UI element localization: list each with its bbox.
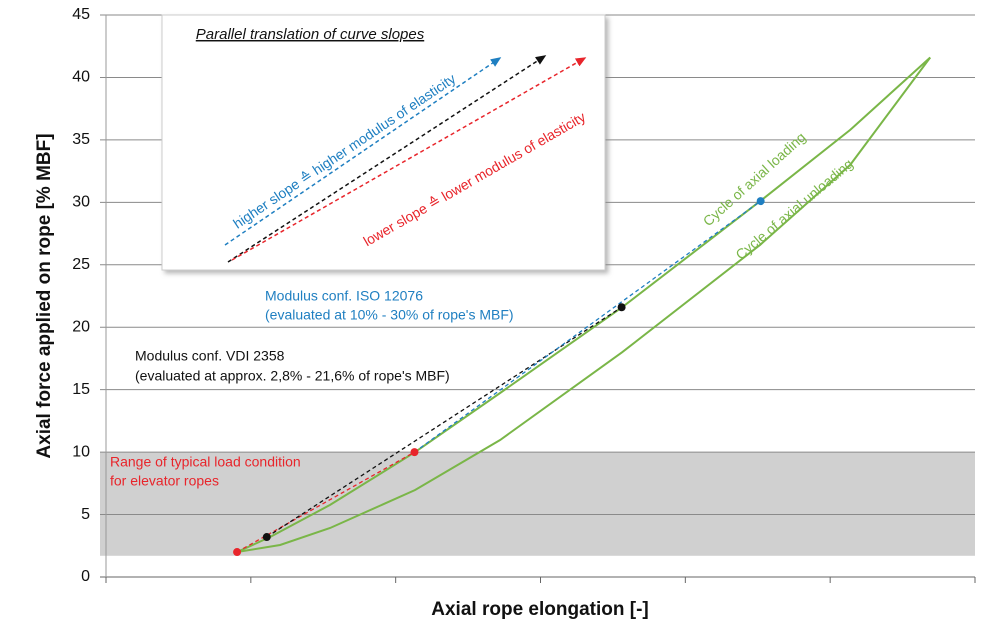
y-tick-label: 25 xyxy=(72,256,90,273)
inset-background xyxy=(161,14,606,271)
measurement-point xyxy=(233,548,242,557)
annotation: Modulus conf. ISO 12076 xyxy=(265,288,423,304)
inset-arrow xyxy=(231,57,587,261)
y-tick-label: 20 xyxy=(72,318,90,335)
load-range-band xyxy=(100,452,975,556)
y-tick-label: 30 xyxy=(72,194,90,211)
annotation: for elevator ropes xyxy=(110,473,219,489)
y-tick-label: 10 xyxy=(72,443,90,460)
annotation: (evaluated at approx. 2,8% - 21,6% of ro… xyxy=(135,368,450,384)
y-tick-label: 40 xyxy=(72,69,90,86)
measurement-point xyxy=(756,197,765,206)
inset-title: Parallel translation of curve slopes xyxy=(196,26,425,43)
slope-line xyxy=(414,200,761,453)
y-axis-label: Axial force applied on rope [% MBF] xyxy=(34,133,55,458)
annotation: Modulus conf. VDI 2358 xyxy=(135,348,285,364)
measurement-point xyxy=(262,533,271,542)
measurement-point xyxy=(410,448,419,457)
annotation: (evaluated at 10% - 30% of rope's MBF) xyxy=(265,307,514,323)
annotation: Range of typical load condition xyxy=(110,454,301,470)
y-tick-label: 45 xyxy=(72,6,90,23)
x-axis-label: Axial rope elongation [-] xyxy=(431,599,648,620)
curve xyxy=(236,56,932,553)
slope-line xyxy=(236,451,415,553)
inset-box: Parallel translation of curve slopes hig… xyxy=(161,14,606,271)
curve xyxy=(236,56,931,553)
y-tick-label: 0 xyxy=(81,568,90,585)
y-tick-label: 15 xyxy=(72,381,90,398)
y-tick-label: 35 xyxy=(72,131,90,148)
y-tick-label: 5 xyxy=(81,506,90,523)
inset-arrow xyxy=(227,55,547,263)
measurement-point xyxy=(617,303,626,312)
